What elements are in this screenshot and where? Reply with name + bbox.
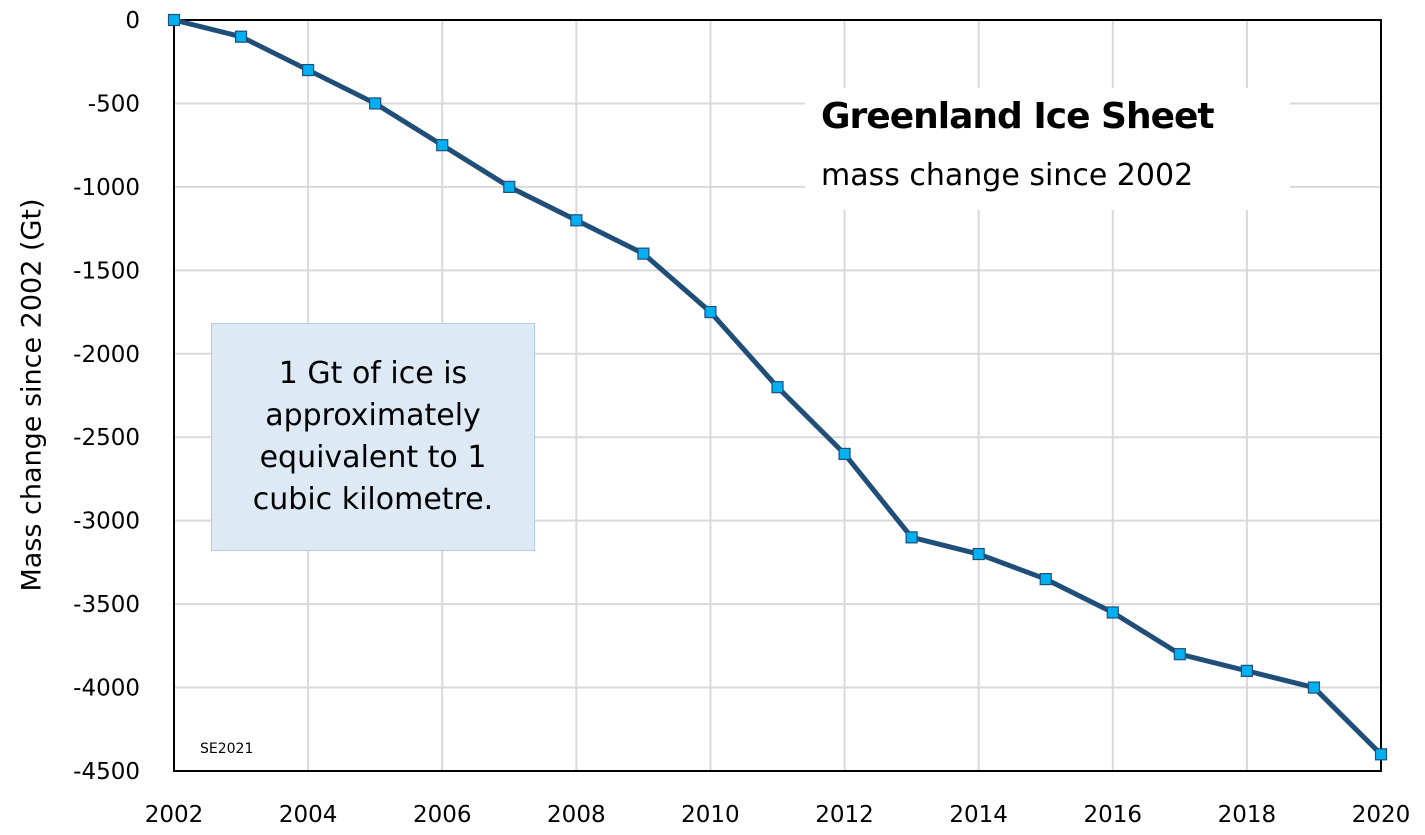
data-point — [503, 180, 516, 193]
y-tick-label: -4500 — [73, 759, 140, 785]
data-point — [704, 305, 717, 319]
data-point — [1240, 664, 1253, 677]
x-tick-label: 2020 — [1352, 802, 1411, 828]
x-tick-label: 2016 — [1084, 802, 1143, 828]
y-tick-label: -2000 — [73, 342, 140, 368]
x-tick-label: 2010 — [681, 802, 740, 828]
y-tick-label: -4000 — [73, 676, 140, 702]
data-point — [637, 247, 650, 260]
chart-subtitle: mass change since 2002 — [821, 158, 1194, 193]
data-point — [302, 63, 315, 77]
credit-label: SE2021 — [200, 741, 254, 757]
x-tick-label: 2002 — [145, 802, 204, 828]
data-point — [1039, 572, 1052, 586]
plot-frame — [173, 19, 1382, 772]
y-tick-label: -2500 — [73, 425, 140, 451]
data-point — [1106, 606, 1119, 619]
y-tick-label: -3000 — [73, 509, 140, 535]
y-tick-label: -3500 — [73, 592, 140, 618]
x-tick-label: 2018 — [1218, 802, 1277, 828]
data-point — [167, 13, 181, 27]
data-point — [1374, 748, 1388, 761]
x-tick-label: 2012 — [815, 802, 874, 828]
y-tick-label: 0 — [125, 8, 140, 34]
data-point — [234, 30, 248, 43]
chart-title: Greenland Ice Sheet — [821, 96, 1215, 137]
data-point — [1173, 648, 1186, 661]
data-point — [771, 381, 784, 394]
data-point — [972, 547, 985, 561]
data-point — [905, 531, 918, 544]
annotation-box: 1 Gt of ice is approximately equivalent … — [211, 323, 535, 551]
x-tick-label: 2004 — [279, 802, 338, 828]
data-point — [1307, 681, 1321, 694]
data-point — [436, 139, 449, 152]
y-tick-label: -500 — [88, 91, 140, 117]
title-box: Greenland Ice Sheet mass change since 20… — [805, 88, 1290, 210]
x-tick-label: 2008 — [547, 802, 606, 828]
y-tick-label: -1500 — [73, 258, 140, 284]
x-tick-label: 2006 — [413, 802, 472, 828]
y-tick-label: -1000 — [73, 175, 140, 201]
data-point — [369, 97, 382, 110]
data-point — [838, 447, 851, 461]
x-tick-label: 2014 — [949, 802, 1008, 828]
data-point — [570, 214, 583, 227]
y-axis-label: Mass change since 2002 (Gt) — [16, 198, 48, 592]
